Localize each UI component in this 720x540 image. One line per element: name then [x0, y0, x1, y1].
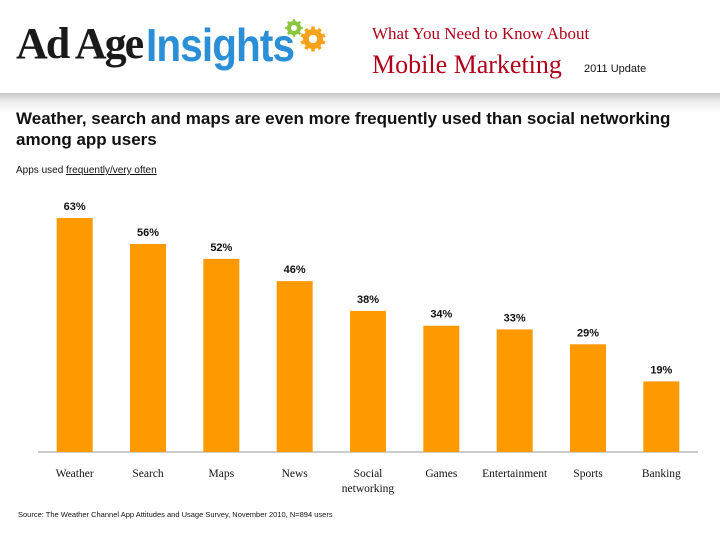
insights-logo: Insights	[146, 19, 295, 71]
category-label: Social networking	[342, 468, 395, 495]
data-label: 33%	[504, 312, 526, 324]
bar-banking	[643, 381, 680, 452]
category-label: Entertainment	[482, 468, 548, 480]
category-label: Games	[425, 468, 457, 480]
category-label: Search	[132, 468, 164, 480]
report-update-label: 2011 Update	[584, 63, 647, 75]
bar-sports	[570, 344, 606, 452]
header-bar: Ad Age Insights What You Need to Know Ab…	[0, 0, 720, 93]
category-label: News	[282, 468, 309, 480]
bar-search	[130, 244, 166, 452]
category-label: Weather	[56, 468, 94, 480]
category-label: Banking	[642, 468, 681, 480]
data-label: 56%	[137, 227, 159, 239]
gears-icon	[285, 19, 326, 52]
data-label: 29%	[577, 327, 599, 339]
data-label: 52%	[210, 242, 232, 254]
gear-orange-icon	[300, 26, 326, 52]
data-label: 63%	[64, 201, 86, 213]
subtitle-prefix: Apps used	[16, 165, 67, 176]
bar-entertainment	[496, 329, 533, 452]
bar-social-networking	[350, 310, 386, 452]
category-label: Maps	[209, 468, 235, 480]
bar-maps	[203, 258, 240, 452]
subtitle-underlined: frequently/very often	[66, 165, 157, 176]
category-label: Sports	[573, 468, 603, 480]
data-label: 38%	[357, 294, 379, 306]
ad-age-logo: Ad Age	[16, 19, 144, 68]
data-label: 46%	[284, 264, 306, 276]
bar-news	[276, 281, 313, 452]
slide-subtitle: Apps used frequently/very often	[16, 165, 157, 176]
bar-weather	[56, 218, 93, 452]
source-note: Source: The Weather Channel App Attitude…	[18, 510, 333, 519]
report-title-line2: Mobile Marketing	[372, 50, 562, 79]
data-label: 34%	[430, 309, 452, 321]
bar-games	[423, 325, 460, 452]
report-title-line1: What You Need to Know About	[372, 24, 590, 43]
data-label: 19%	[650, 364, 672, 376]
gear-green-icon	[285, 19, 303, 37]
slide-title: Weather, search and maps are even more f…	[16, 109, 671, 149]
